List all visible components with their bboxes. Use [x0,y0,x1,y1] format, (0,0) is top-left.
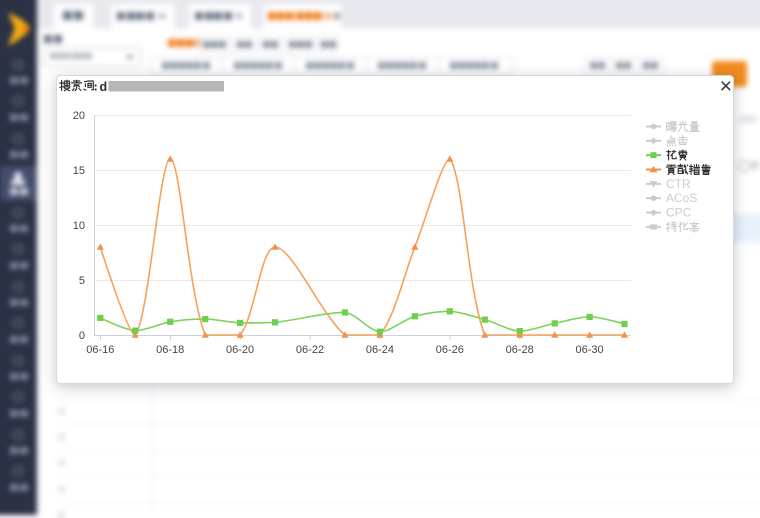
svg-text:CTR: CTR [666,177,691,191]
svg-text:06-30: 06-30 [576,344,604,356]
svg-text:15: 15 [73,165,85,177]
svg-text:5: 5 [79,275,85,287]
svg-text:0: 0 [79,330,85,342]
svg-text:06-16: 06-16 [86,344,114,356]
svg-text:06-22: 06-22 [296,344,324,356]
svg-text:CPC: CPC [666,206,692,220]
svg-text:06-18: 06-18 [156,344,184,356]
svg-text:ACoS: ACoS [666,191,697,205]
svg-text:06-20: 06-20 [226,344,254,356]
svg-text:06-28: 06-28 [506,344,534,356]
svg-text:06-24: 06-24 [366,344,394,356]
svg-text:10: 10 [73,220,85,232]
svg-text:20: 20 [73,110,85,122]
svg-text:d: d [100,80,108,94]
svg-text:06-26: 06-26 [436,344,464,356]
